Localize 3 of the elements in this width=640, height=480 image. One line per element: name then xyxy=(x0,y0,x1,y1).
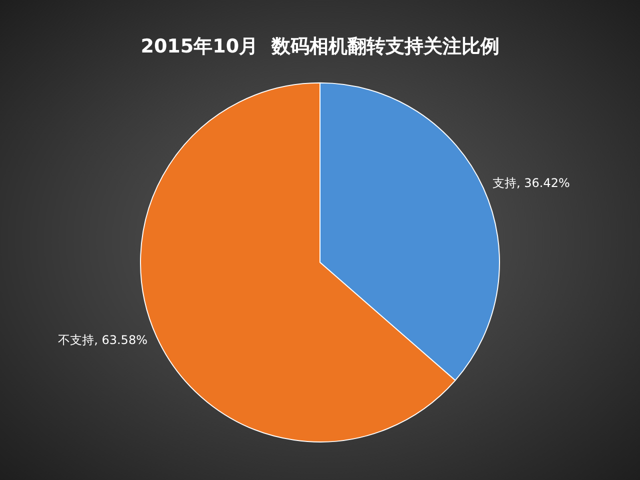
slice-label: 不支持, 63.58% xyxy=(58,332,148,347)
slice-label: 支持, 36.42% xyxy=(492,176,570,190)
chart-title: 2015年10月 数码相机翻转支持关注比例 xyxy=(140,35,500,58)
